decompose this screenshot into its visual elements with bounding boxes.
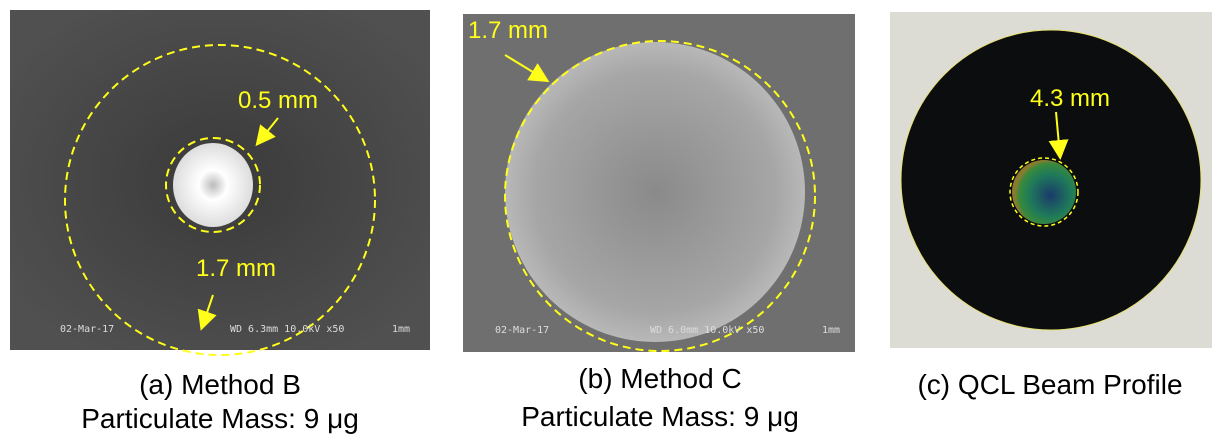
particle-spot [173,143,253,227]
info-date: 02-Mar-17 [495,325,549,336]
caption: Particulate Mass: 9 μg [81,403,359,434]
beam-spot [1012,160,1076,224]
caption: (c) QCL Beam Profile [917,369,1182,400]
panel-a: 0.5 mm 1.7 mm 02-Mar-17 WD 6.3mm 10.0kV … [10,10,430,434]
panel-c: 4.3 mm (c) QCL Beam Profile [890,12,1212,400]
annotation: 4.3 mm [1030,85,1110,112]
panel-b: 1.7 mm 02-Mar-17 WD 6.0mm 10.0kV x50 1mm… [463,14,855,432]
caption: Particulate Mass: 9 μg [521,401,799,432]
figure: 0.5 mm 1.7 mm 02-Mar-17 WD 6.3mm 10.0kV … [0,0,1221,438]
info-scale: 1mm [822,325,840,336]
annotation: 1.7 mm [196,255,276,282]
info-settings: WD 6.0mm 10.0kV x50 [650,325,764,336]
annotation: 1.7 mm [468,17,548,44]
particle-spot [505,42,805,342]
info-scale: 1mm [392,324,410,335]
annotation: 0.5 mm [238,87,318,114]
info-date: 02-Mar-17 [60,324,114,335]
caption: (a) Method B [139,369,301,400]
info-settings: WD 6.3mm 10.0kV x50 [230,324,344,335]
caption: (b) Method C [578,363,741,394]
